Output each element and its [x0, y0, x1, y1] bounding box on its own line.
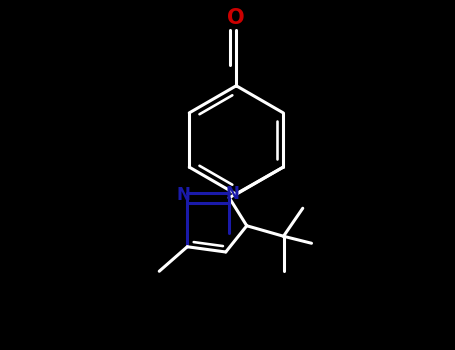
Text: O: O	[228, 8, 245, 28]
Text: N: N	[176, 186, 190, 204]
Text: N: N	[226, 185, 240, 203]
